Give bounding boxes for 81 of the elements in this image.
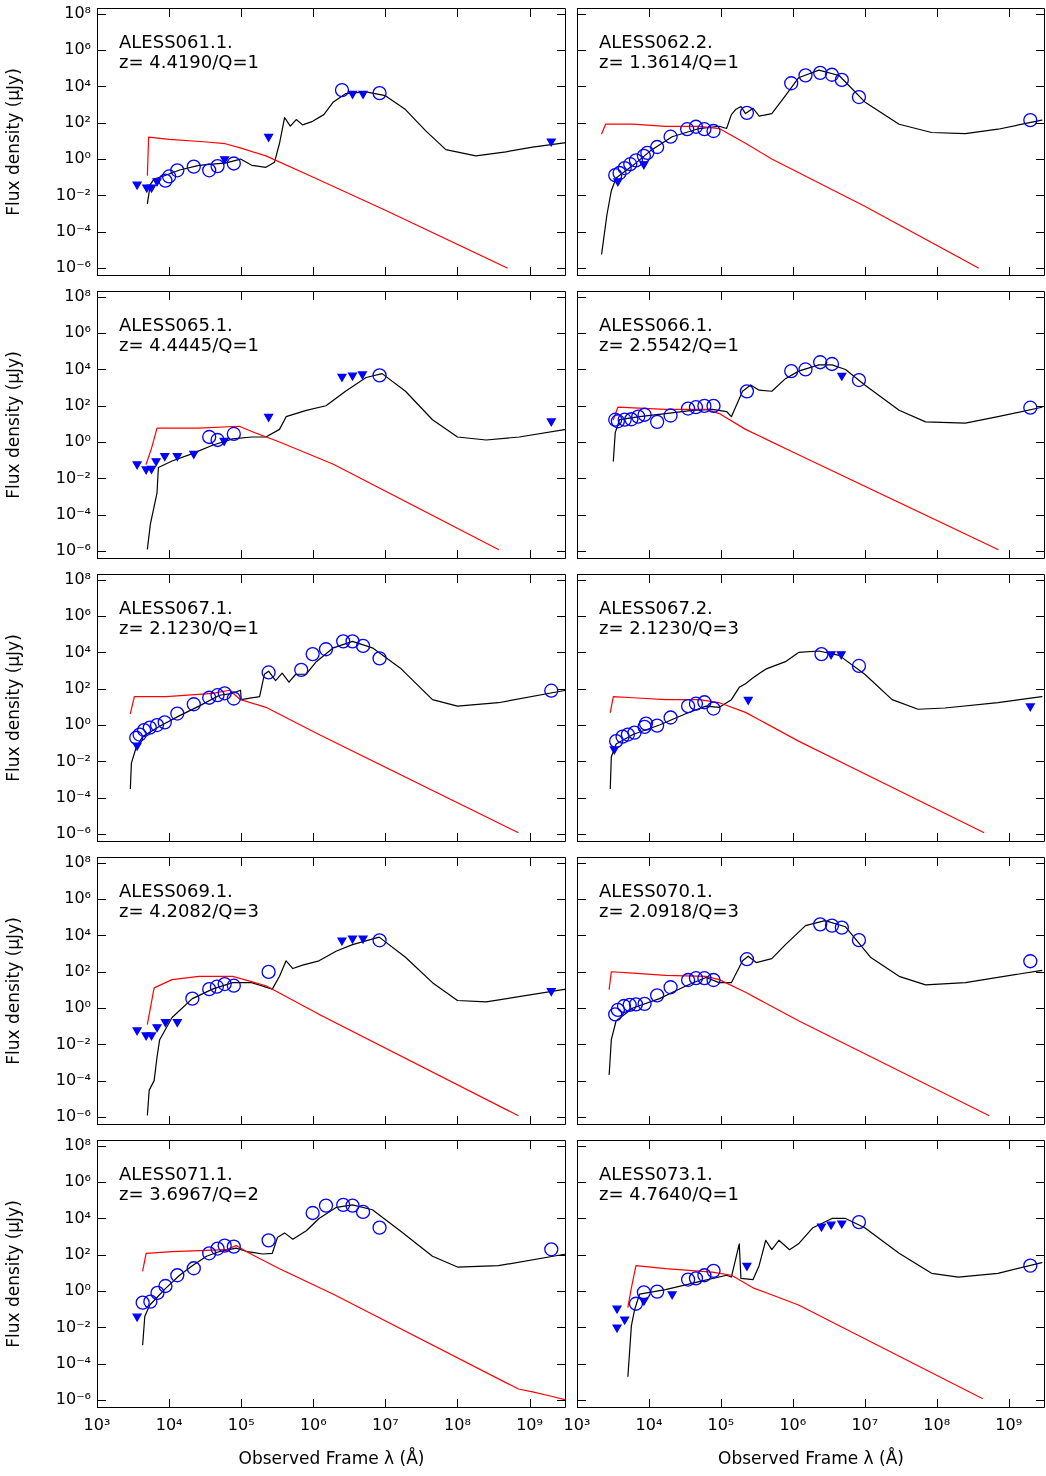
y-tick-label: 10⁶ [64,39,91,59]
y-axis-title: Flux density (μJy) [2,634,23,782]
annotation: z= 4.4445/Q=1 [119,334,260,355]
y-tick-label: 10⁻⁴ [55,503,91,523]
y-tick-label: 10⁻² [55,184,91,204]
y-tick-label: 10⁴ [64,358,91,378]
y-tick-label: 10² [64,960,91,980]
y-tick-label: 10⁴ [64,1207,91,1227]
y-tick-label: 10⁻⁴ [55,1352,91,1372]
x-tick-label: 10⁷ [851,1414,879,1434]
x-tick-label: 10⁶ [299,1414,327,1434]
y-tick-label: 10⁰ [64,148,91,168]
annotation: z= 4.4190/Q=1 [119,51,260,72]
annotation: z= 4.2082/Q=3 [119,900,260,921]
y-tick-label: 10² [64,1243,91,1263]
x-axis-title: Observed Frame λ (Å) [718,1447,904,1469]
annotation: z= 1.3614/Q=1 [599,51,740,72]
y-tick-label: 10⁻⁶ [55,1389,91,1409]
x-tick-label: 10⁸ [444,1414,471,1434]
y-tick-label: 10⁰ [64,997,91,1017]
x-tick-label: 10³ [563,1414,591,1434]
y-axis-title: Flux density (μJy) [2,351,23,499]
y-tick-label: 10⁶ [64,322,91,342]
y-tick-label: 10⁴ [64,641,91,661]
annotation: ALESS071.1. [119,1163,233,1184]
y-tick-label: 10⁻⁶ [55,540,91,560]
annotation: z= 2.0918/Q=3 [599,900,740,921]
y-tick-label: 10⁰ [64,431,91,451]
y-tick-label: 10⁻⁴ [55,786,91,806]
annotation: z= 2.5542/Q=1 [599,334,740,355]
annotation: z= 4.7640/Q=1 [599,1183,740,1204]
annotation: ALESS067.1. [119,597,233,618]
y-tick-label: 10² [64,394,91,414]
y-tick-label: 10⁻² [55,750,91,770]
y-tick-label: 10⁴ [64,924,91,944]
x-tick-label: 10⁹ [995,1414,1023,1434]
annotation: ALESS069.1. [119,880,233,901]
y-axis-title: Flux density (μJy) [2,68,23,216]
x-tick-label: 10⁵ [707,1414,735,1434]
y-tick-label: 10⁻⁶ [55,1106,91,1126]
y-tick-label: 10⁻⁶ [55,823,91,843]
y-tick-label: 10⁻⁶ [55,257,91,277]
y-tick-label: 10⁸ [64,3,91,22]
y-tick-label: 10⁶ [64,888,91,908]
x-axis-title: Observed Frame λ (Å) [238,1447,425,1469]
x-tick-label: 10⁴ [155,1414,183,1434]
x-tick-label: 10⁴ [635,1414,663,1434]
x-tick-label: 10⁵ [227,1414,255,1434]
x-tick-label: 10⁶ [779,1414,807,1434]
y-tick-label: 10⁻⁴ [55,1069,91,1089]
y-tick-label: 10⁶ [64,605,91,625]
x-tick-label: 10⁹ [516,1414,543,1434]
annotation: z= 3.6967/Q=2 [119,1183,260,1204]
y-tick-label: 10⁻² [55,1316,91,1336]
x-tick-label: 10⁸ [923,1414,951,1434]
annotation: ALESS073.1. [599,1163,713,1184]
y-tick-label: 10⁸ [64,569,91,588]
y-tick-label: 10⁸ [64,286,91,305]
annotation: ALESS065.1. [119,314,233,335]
y-tick-label: 10⁻² [55,467,91,487]
y-axis-title: Flux density (μJy) [2,1200,23,1348]
annotation: z= 2.1230/Q=3 [599,617,740,638]
annotation: ALESS067.2. [599,597,713,618]
y-tick-label: 10⁸ [64,852,91,871]
annotation: ALESS061.1. [119,31,233,52]
annotation: ALESS062.2. [599,31,713,52]
y-tick-label: 10⁻⁴ [55,220,91,240]
y-tick-label: 10⁸ [64,1135,91,1154]
x-tick-label: 10⁷ [372,1414,399,1434]
x-tick-label: 10³ [83,1414,111,1434]
y-axis-title: Flux density (μJy) [2,917,23,1065]
annotation: z= 2.1230/Q=1 [119,617,260,638]
y-tick-label: 10⁻² [55,1033,91,1053]
y-tick-label: 10² [64,677,91,697]
y-tick-label: 10⁰ [64,714,91,734]
annotation: ALESS066.1. [599,314,713,335]
annotation: ALESS070.1. [599,880,713,901]
y-tick-label: 10⁶ [64,1171,91,1191]
y-tick-label: 10⁴ [64,75,91,95]
y-tick-label: 10² [64,111,91,131]
y-tick-label: 10⁰ [64,1280,91,1300]
